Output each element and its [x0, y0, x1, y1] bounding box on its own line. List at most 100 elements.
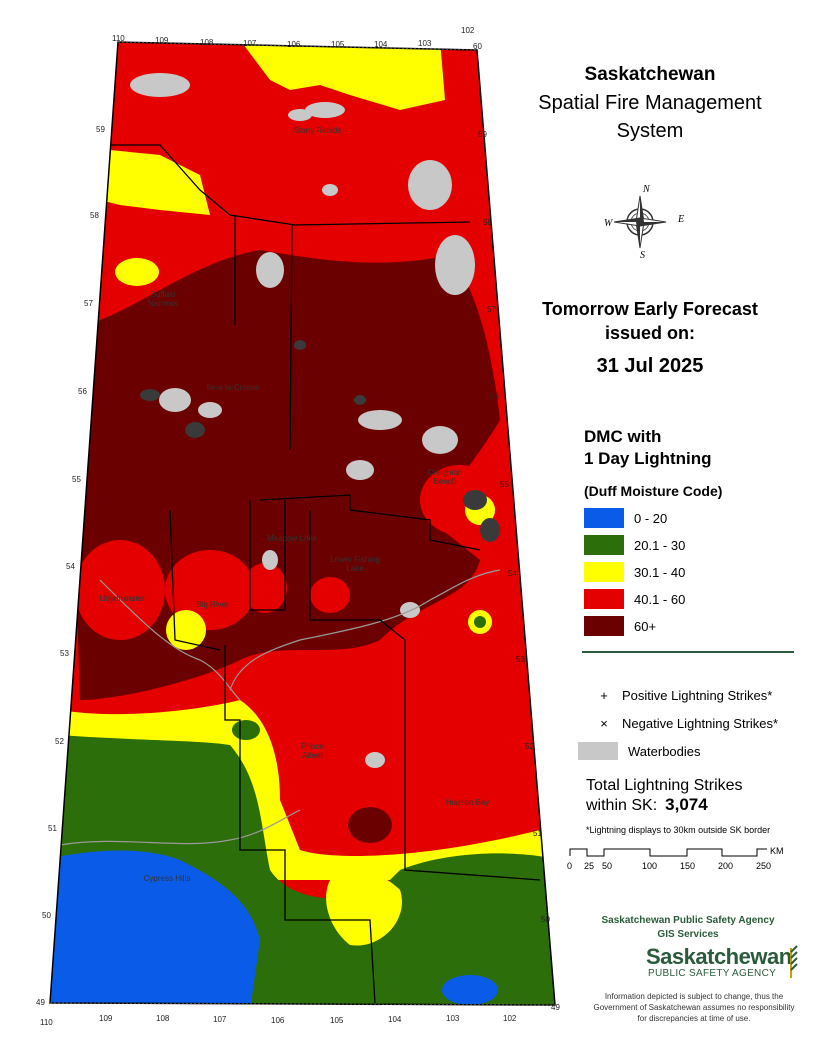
compass-e: E — [678, 214, 685, 225]
place-label: Cypress Hills — [143, 874, 191, 883]
legend-item: 40.1 - 60 — [584, 589, 685, 609]
legend-swatch — [584, 508, 624, 528]
lat-tick: 59 — [478, 130, 487, 139]
lon-tick: 108 — [156, 1014, 170, 1023]
lat-tick: 54 — [66, 562, 75, 571]
lat-tick: 53 — [516, 655, 525, 664]
lat-tick: 57 — [487, 305, 496, 314]
legend-swatch — [584, 589, 624, 609]
lat-tick: 55 — [72, 475, 81, 484]
lat-tick: 54 — [508, 569, 517, 578]
scale-unit: KM — [770, 846, 784, 856]
agency-logo-word: Saskatchewan — [646, 944, 792, 969]
lat-tick: 58 — [483, 218, 492, 227]
negative-strike-legend: × Negative Lightning Strikes* — [590, 716, 778, 731]
agency-logo-sub: PUBLIC SAFETY AGENCY — [648, 968, 777, 979]
positive-strike-legend: + Positive Lightning Strikes* — [590, 688, 772, 703]
scale-tick: 0 — [567, 861, 573, 871]
map-title: Saskatchewan — [584, 64, 716, 85]
lat-tick: 50 — [541, 915, 550, 924]
lon-tick: 102 — [503, 1014, 517, 1023]
lon-tick: 107 — [243, 39, 257, 48]
lon-tick: 110 — [40, 1018, 53, 1027]
lon-tick: 105 — [331, 40, 345, 49]
lon-tick: 108 — [200, 38, 214, 47]
legend-item: 0 - 20 — [584, 508, 667, 528]
place-label: Hudson Bay — [445, 798, 490, 807]
legend-label: 60+ — [634, 618, 657, 634]
legend-item: 60+ — [584, 616, 656, 636]
waterbody-legend: Waterbodies — [578, 742, 701, 760]
forecast-date: 31 Jul 2025 — [596, 355, 704, 377]
lat-tick: 50 — [42, 911, 51, 920]
total-value: 3,074 — [665, 795, 708, 814]
legend-swatch — [584, 535, 624, 555]
lat-tick: 60 — [473, 42, 482, 51]
lon-tick: 110 — [112, 34, 125, 43]
legend-label: 20.1 - 30 — [634, 537, 686, 553]
place-label: Creighton Beach — [427, 468, 463, 486]
negative-label: Negative Lightning Strikes* — [622, 716, 779, 731]
forecast-line1: Tomorrow Early Forecast — [542, 299, 758, 319]
layer-subtitle: (Duff Moisture Code) — [584, 483, 723, 499]
dmc-map — [49, 41, 556, 1006]
lat-tick: 49 — [551, 1003, 560, 1012]
lat-tick: 53 — [60, 649, 69, 658]
lat-tick: 57 — [84, 299, 93, 308]
lon-tick: 106 — [287, 40, 301, 49]
cross-icon: × — [600, 716, 608, 731]
scale-tick: 250 — [756, 861, 772, 871]
legend-label: 30.1 - 40 — [634, 564, 686, 580]
layer-line1: DMC with — [584, 427, 662, 446]
lat-tick: 58 — [90, 211, 99, 220]
lat-tick: 49 — [36, 998, 45, 1007]
compass-w: W — [604, 218, 613, 229]
place-label: Lower Fishing Lake — [330, 555, 380, 573]
lon-tick: 103 — [418, 39, 432, 48]
legend-item: 30.1 - 40 — [584, 562, 685, 582]
lat-tick: 52 — [55, 737, 64, 746]
lon-tick: 102 — [461, 26, 475, 35]
agency-credit: Saskatchewan Public Safety Agency GIS Se… — [588, 914, 788, 942]
lat-tick: 59 — [96, 125, 105, 134]
agency-line2: GIS Services — [657, 929, 719, 940]
lat-tick: 51 — [48, 824, 57, 833]
layer-line2: 1 Day Lightning — [584, 449, 712, 468]
lightning-note: *Lightning displays to 30km outside SK b… — [586, 825, 771, 835]
lat-tick: 56 — [490, 392, 499, 401]
place-label: Meadow Lake — [267, 534, 317, 543]
divider — [582, 651, 794, 653]
place-label: Ile-a-la-Crosse — [206, 383, 260, 392]
lon-tick: 109 — [99, 1014, 113, 1023]
legend-label: 40.1 - 60 — [634, 591, 686, 607]
place-label: Lloydminster — [99, 594, 145, 603]
water-swatch — [578, 742, 618, 760]
forecast-heading: Tomorrow Early Forecast issued on: — [500, 297, 800, 345]
water-label: Waterbodies — [628, 743, 701, 759]
total-strikes: Total Lightning Strikes within SK: 3,074 — [586, 776, 743, 815]
forecast-line2: issued on: — [604, 323, 695, 343]
place-label: Big River — [196, 600, 229, 609]
legend-swatch — [584, 616, 624, 636]
scale-tick: 150 — [680, 861, 696, 871]
lat-tick: 52 — [525, 742, 534, 751]
legend-item: 20.1 - 30 — [584, 535, 685, 555]
map-subtitle: Spatial Fire Management — [538, 92, 762, 114]
scale-tick: 50 — [602, 861, 613, 871]
place-label: Buffalo Narrows — [148, 290, 178, 308]
scale-tick: 200 — [718, 861, 734, 871]
lon-tick: 105 — [330, 1016, 344, 1025]
plus-icon: + — [600, 688, 608, 703]
lon-tick: 109 — [155, 36, 169, 45]
scale-bar — [567, 842, 787, 863]
total-line2: within SK: — [586, 797, 658, 814]
lon-tick: 104 — [388, 1015, 402, 1024]
place-label: Stony Rapids — [293, 126, 342, 135]
compass-n: N — [643, 184, 650, 195]
legend-label: 0 - 20 — [634, 510, 668, 526]
legend-swatch — [584, 562, 624, 582]
place-label: Prince Albert — [301, 742, 324, 760]
compass-rose-icon — [600, 182, 680, 262]
lat-tick: 56 — [78, 387, 87, 396]
disclaimer: Information depicted is subject to chang… — [593, 992, 795, 1023]
